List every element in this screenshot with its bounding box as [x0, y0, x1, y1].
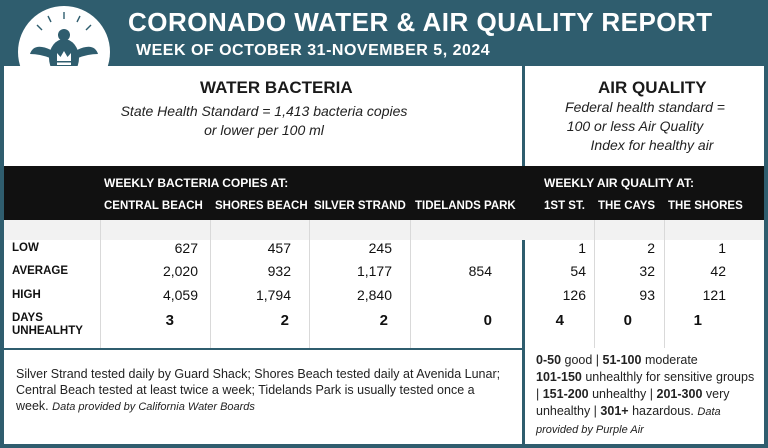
table-cell: 932 — [267, 263, 291, 279]
aqi-desc: very unhealthy | — [536, 387, 730, 418]
aqi-desc: moderate — [644, 353, 698, 367]
table-cell: 2 — [379, 312, 388, 329]
col-separator — [664, 220, 665, 348]
aqi-range: 0-50 — [536, 353, 562, 367]
aqi-range: 101-150 — [536, 370, 582, 384]
water-standard: State Health Standard = 1,413 bacteria c… — [44, 102, 484, 140]
col-separator — [210, 220, 211, 348]
table-cell: 1,177 — [356, 263, 392, 279]
aqi-legend: 0-50 good | 51-100 moderate 101-150 unhe… — [536, 352, 758, 439]
col-central-beach: CENTRAL BEACH — [104, 200, 203, 212]
air-standard-line1: Federal health standard = — [565, 99, 725, 115]
table-cell: 2 — [647, 240, 655, 256]
aqi-desc: hazardous. — [632, 404, 694, 418]
report-title: CORONADO WATER & AIR QUALITY REPORT — [128, 7, 713, 37]
col-tidelands-park: TIDELANDS PARK — [415, 200, 516, 212]
table-cell: 2,840 — [356, 287, 392, 303]
table-cell: 854 — [468, 263, 492, 279]
col-shores-beach: SHORES BEACH — [215, 200, 308, 212]
air-standard: Federal health standard = 100 or less Ai… — [532, 98, 758, 155]
section-divider — [522, 66, 525, 444]
air-group-label: WEEKLY AIR QUALITY AT: — [544, 176, 695, 190]
aqi-range: 301+ — [600, 404, 629, 418]
water-standard-line1: State Health Standard = 1,413 bacteria c… — [120, 103, 408, 119]
table-cell: 126 — [562, 287, 586, 303]
footer-divider — [4, 348, 522, 350]
col-separator — [594, 220, 595, 348]
aqi-range: 201-300 — [656, 387, 703, 401]
water-notes: Silver Strand tested daily by Guard Shac… — [16, 366, 506, 415]
col-separator — [410, 220, 411, 348]
air-credit: Data provided by Purple Air — [536, 406, 721, 436]
row-label-average: AVERAGE — [12, 265, 69, 277]
report-subtitle: WEEK OF OCTOBER 31-NOVEMBER 5, 2024 — [136, 42, 491, 59]
table-cell: 1 — [578, 240, 586, 256]
table-cell: 1,794 — [255, 287, 291, 303]
aqi-desc: unhealthy | — [592, 387, 654, 401]
water-standard-line2: or lower per 100 ml — [204, 122, 324, 138]
table-cell: 3 — [165, 312, 174, 329]
aqi-desc: unhealthly for sensitive groups | — [536, 370, 755, 401]
col-separator — [309, 220, 310, 348]
table-cell: 245 — [368, 240, 392, 256]
report-header: CORONADO WATER & AIR QUALITY REPORT WEEK… — [0, 0, 768, 98]
table-cell: 627 — [174, 240, 198, 256]
col-the-cays: THE CAYS — [598, 200, 656, 212]
air-standard-line3: Index for healthy air — [590, 137, 714, 153]
air-standard-line2: 100 or less Air Quality — [566, 118, 704, 134]
table-cell: 4 — [555, 312, 564, 329]
water-bacteria-title: WATER BACTERIA — [200, 78, 353, 97]
data-table: LOW 627 457 245 1 2 1 AVERAGE 2,020 932 … — [4, 240, 764, 348]
aqi-range: 151-200 — [542, 387, 589, 401]
row-label-days-unhealthy: DAYS UNHEALHTY — [12, 312, 83, 338]
row-label-line1: DAYS — [12, 312, 43, 324]
table-cell: 4,059 — [162, 287, 198, 303]
aqi-range: 51-100 — [602, 353, 642, 367]
table-cell: 32 — [639, 263, 655, 279]
water-credit: Data provided by California Water Boards — [52, 401, 255, 413]
table-cell: 121 — [702, 287, 726, 303]
aqi-desc: good | — [564, 353, 600, 367]
table-cell: 457 — [267, 240, 291, 256]
report-card: WATER BACTERIA State Health Standard = 1… — [4, 66, 764, 444]
table-cell: 1 — [693, 312, 702, 329]
table-header-band: WEEKLY BACTERIA COPIES AT: CENTRAL BEACH… — [4, 166, 764, 220]
table-cell: 42 — [710, 263, 726, 279]
row-label-line2: UNHEALHTY — [12, 325, 83, 337]
table-cell: 1 — [718, 240, 726, 256]
col-separator — [100, 220, 101, 348]
table-spacer-row — [4, 220, 764, 240]
table-cell: 0 — [623, 312, 632, 329]
row-label-low: LOW — [12, 242, 39, 254]
table-cell: 2 — [280, 312, 289, 329]
col-silver-strand: SILVER STRAND — [314, 200, 406, 212]
table-cell: 54 — [570, 263, 586, 279]
row-label-high: HIGH — [12, 289, 41, 301]
table-cell: 93 — [639, 287, 655, 303]
col-the-shores: THE SHORES — [668, 200, 743, 212]
table-cell: 2,020 — [162, 263, 198, 279]
water-group-label: WEEKLY BACTERIA COPIES AT: — [104, 176, 289, 190]
table-cell: 0 — [483, 312, 492, 329]
water-notes-text: Silver Strand tested daily by Guard Shac… — [16, 367, 501, 413]
col-1st-st: 1ST ST. — [544, 200, 585, 212]
air-quality-title: AIR QUALITY — [598, 78, 707, 97]
